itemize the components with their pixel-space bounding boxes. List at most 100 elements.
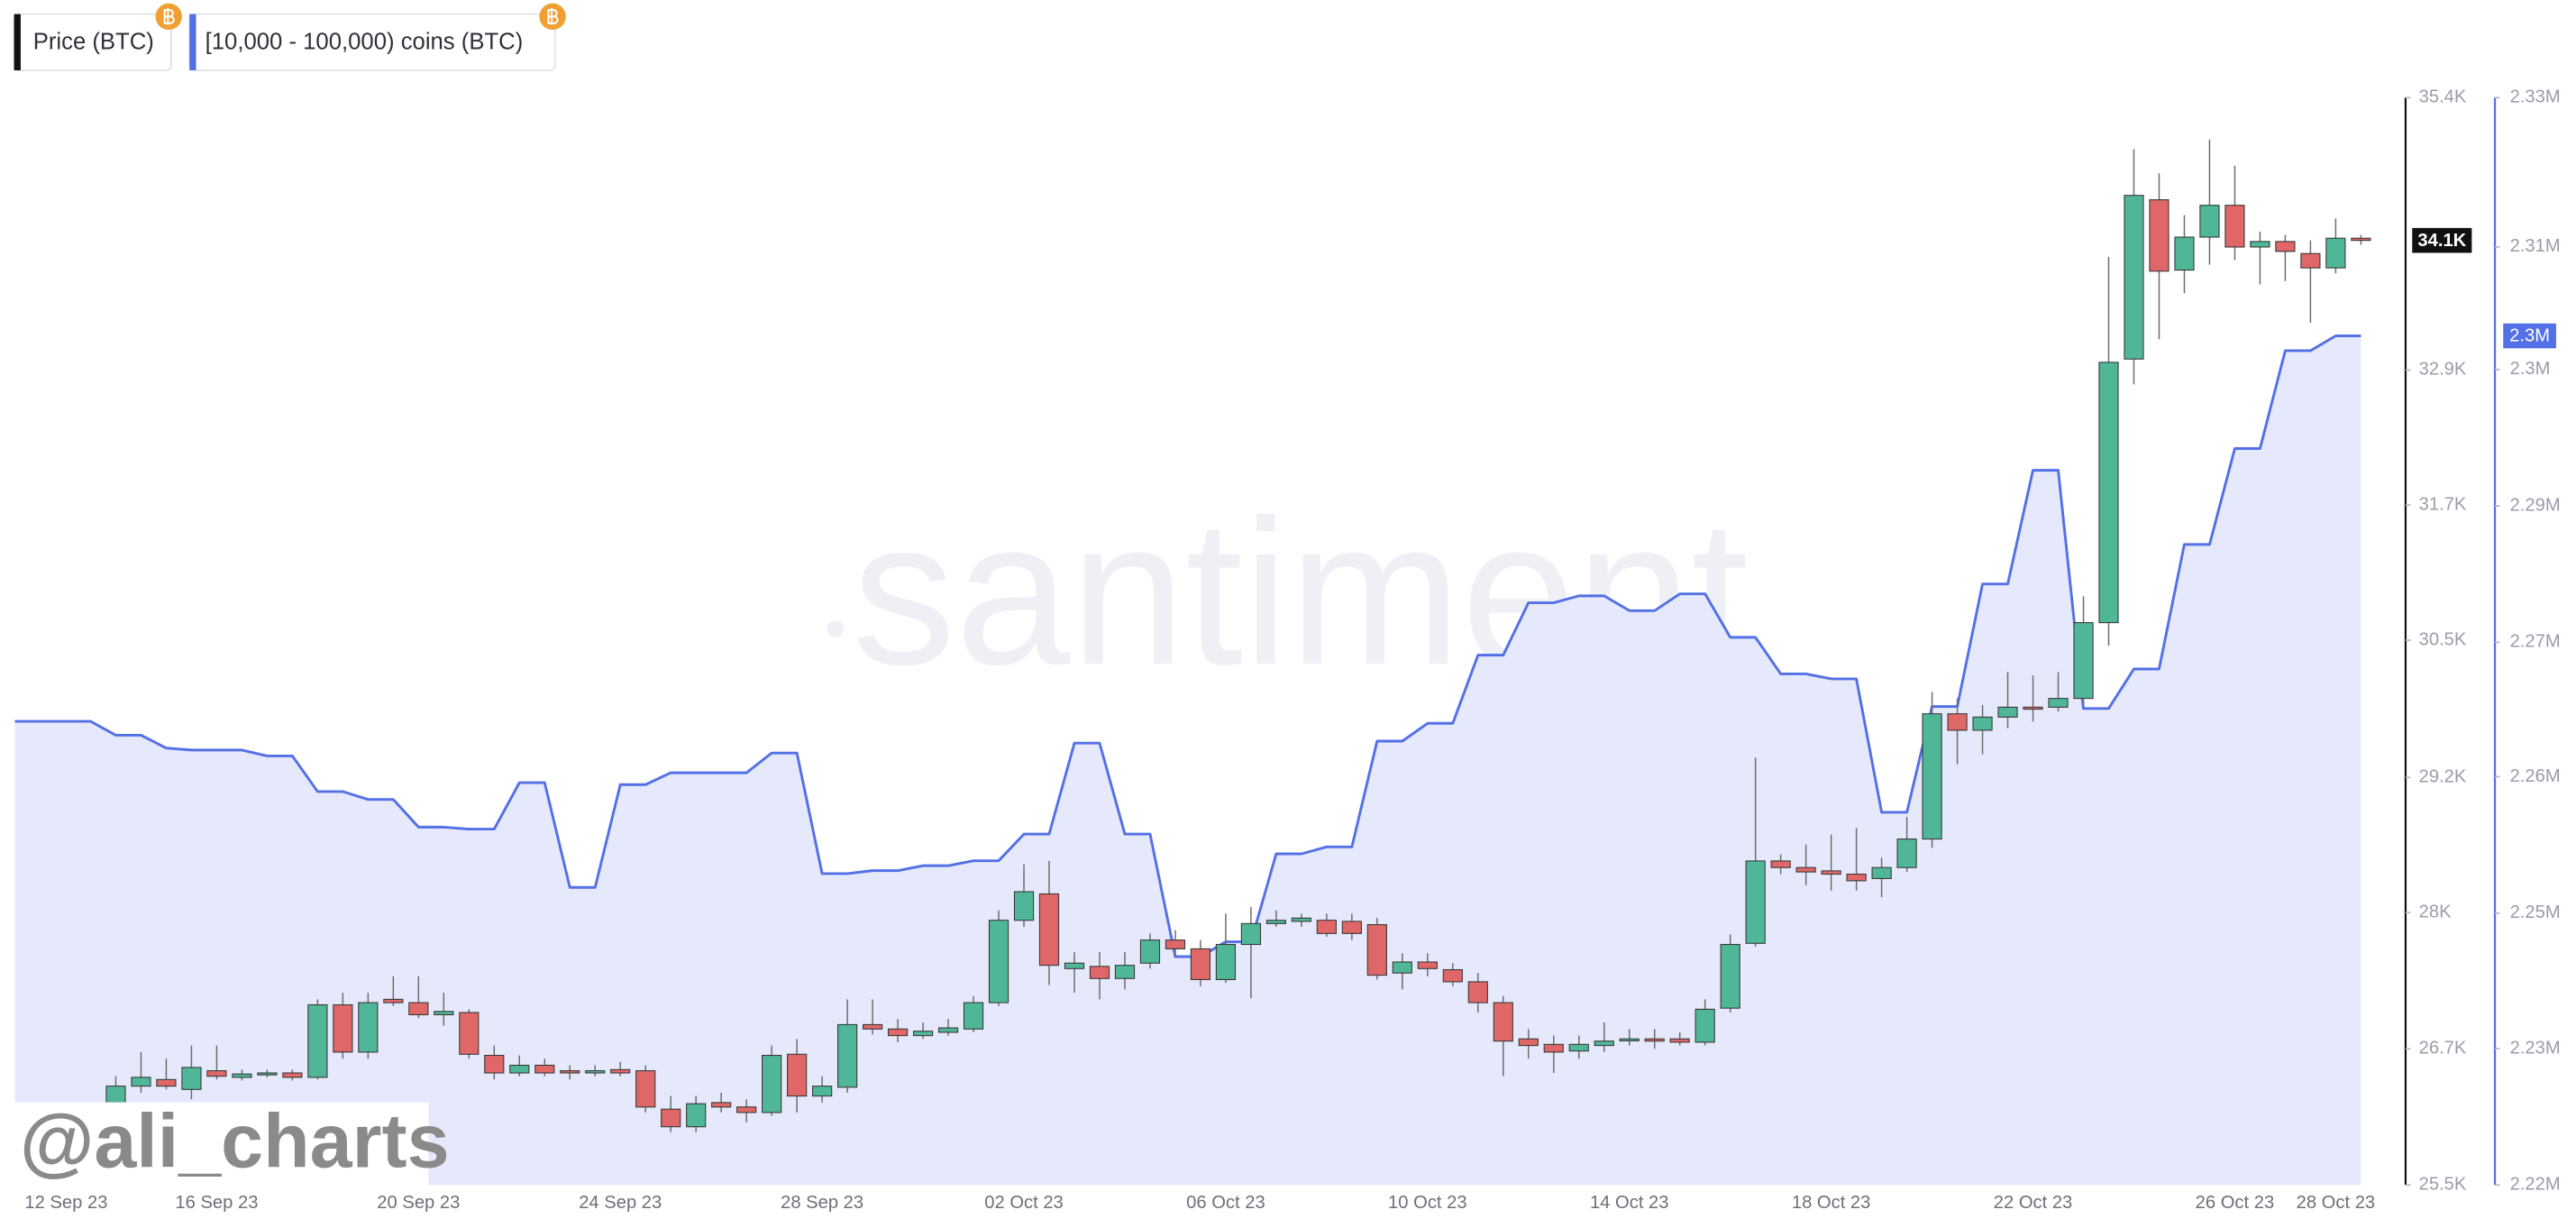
- y-tick-label: 29.2K: [2419, 767, 2467, 787]
- candle-body: [1846, 873, 1867, 882]
- candle-body: [1543, 1043, 1564, 1053]
- candle-body: [585, 1070, 606, 1074]
- candle-body: [2351, 237, 2371, 242]
- y-tick-label: 30.5K: [2419, 629, 2467, 649]
- y2-tick-label: 2.22M: [2510, 1175, 2561, 1195]
- y2-tick-label: 2.26M: [2510, 766, 2561, 786]
- candle-body: [1392, 961, 1412, 974]
- candle-body: [2275, 241, 2296, 252]
- candle-body: [711, 1102, 732, 1108]
- y2-tick-label: 2.29M: [2510, 495, 2561, 515]
- candle-body: [1013, 891, 1035, 921]
- last-price-marker: [2412, 227, 2472, 253]
- candle-body: [1644, 1038, 1665, 1042]
- candle-body: [2300, 252, 2321, 269]
- candle-body: [1518, 1038, 1539, 1047]
- area-fill: [14, 335, 2361, 1186]
- candle-body: [610, 1068, 631, 1074]
- y2-tick-label: 2.23M: [2510, 1038, 2561, 1058]
- bitcoin-glyph: [547, 8, 559, 25]
- bitcoin-glyph: [163, 8, 175, 25]
- x-tick-label: 06 Oct 23: [1186, 1193, 1265, 1213]
- candle-body: [1493, 1002, 1513, 1042]
- candle-body: [762, 1054, 782, 1113]
- candle-body: [988, 920, 1009, 1003]
- candle-body: [1997, 706, 2018, 718]
- candle-body: [282, 1072, 303, 1078]
- candle-body: [661, 1108, 681, 1128]
- credit-box: @ali_charts: [13, 1098, 450, 1187]
- y-tick-label: 32.9K: [2419, 360, 2467, 380]
- candle-body: [837, 1023, 858, 1088]
- x-tick-label: 26 Oct 23: [2196, 1193, 2275, 1213]
- last-value-label: 2.3M: [2509, 326, 2550, 346]
- plot: 25.5K 26.7K 28K 29.2K 30.5K 31.7K 32.9K 35.4K 2.…: [14, 87, 2561, 1213]
- y2-tick-label: 2.33M: [2510, 87, 2561, 107]
- x-tick-label: 16 Sep 23: [175, 1193, 258, 1213]
- candle-body: [1821, 870, 1841, 875]
- y2-tick-label: 2.25M: [2510, 903, 2561, 922]
- candle-body: [2098, 362, 2119, 624]
- candle-body: [1795, 866, 1816, 873]
- candle-body: [912, 1031, 934, 1037]
- candle-body: [2325, 237, 2346, 269]
- candle-body: [1366, 924, 1387, 976]
- legend-label: Price (BTC): [33, 30, 154, 55]
- y2-tick-label: 2.27M: [2510, 632, 2561, 652]
- candle-body: [1316, 920, 1337, 934]
- candle-body: [1745, 860, 1766, 944]
- x-tick-label: 28 Oct 23: [2297, 1193, 2376, 1213]
- watermark-dot: [827, 620, 845, 637]
- candle-body: [635, 1070, 656, 1108]
- candle-body: [1896, 839, 1917, 868]
- candle-body: [2048, 698, 2069, 708]
- candle-body: [2250, 241, 2270, 248]
- candle-body: [560, 1070, 580, 1074]
- x-tick-label: 20 Sep 23: [377, 1193, 460, 1213]
- candle-body: [1417, 961, 1438, 969]
- candle-body: [2073, 622, 2094, 700]
- candle-body: [1669, 1038, 1690, 1043]
- candle-body: [181, 1067, 202, 1090]
- candle-body: [2023, 706, 2043, 710]
- candle-body: [383, 998, 404, 1003]
- candle-body: [509, 1064, 530, 1074]
- candle-body: [408, 1002, 429, 1016]
- x-tick-label: 24 Sep 23: [579, 1193, 662, 1213]
- candle-body: [1594, 1040, 1614, 1047]
- candle-body: [1442, 968, 1463, 983]
- y2-tick-label: 2.3M: [2510, 359, 2551, 379]
- candle-body: [1291, 917, 1311, 922]
- legend-swatch: [189, 14, 196, 71]
- candle-body: [1871, 866, 1892, 879]
- last-value-marker: [2503, 323, 2556, 349]
- candle-body: [2174, 236, 2195, 271]
- x-tick-label: 18 Oct 23: [1792, 1193, 1871, 1213]
- candle-body: [2124, 195, 2144, 360]
- candle-body: [484, 1054, 505, 1074]
- candle-body: [1972, 716, 1993, 731]
- candle-body: [307, 1003, 328, 1078]
- x-tick-label: 10 Oct 23: [1388, 1193, 1467, 1213]
- y-tick-label: 35.4K: [2419, 87, 2467, 107]
- x-tick-label: 14 Oct 23: [1590, 1193, 1669, 1213]
- candle-body: [1341, 921, 1362, 934]
- candle-body: [1165, 939, 1186, 949]
- candle-body: [1619, 1038, 1640, 1042]
- candle-body: [787, 1053, 808, 1097]
- x-tick-label: 28 Sep 23: [781, 1193, 863, 1213]
- x-tick-label: 02 Oct 23: [984, 1193, 1064, 1213]
- candle-body: [333, 1003, 353, 1053]
- candle-body: [963, 1002, 984, 1030]
- line: [14, 334, 2361, 958]
- candle-body: [459, 1012, 480, 1055]
- y-tick-label: 28K: [2419, 902, 2452, 921]
- credit-background: [13, 1102, 429, 1187]
- candle-body: [156, 1078, 177, 1087]
- candle-body: [1694, 1008, 1715, 1043]
- candle-body: [1215, 943, 1237, 981]
- candle-body: [434, 1011, 454, 1016]
- candle-body: [1038, 893, 1060, 967]
